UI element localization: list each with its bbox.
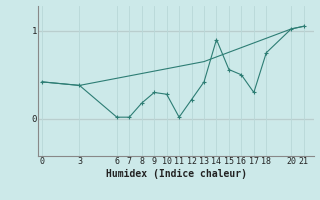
X-axis label: Humidex (Indice chaleur): Humidex (Indice chaleur) <box>106 169 246 179</box>
